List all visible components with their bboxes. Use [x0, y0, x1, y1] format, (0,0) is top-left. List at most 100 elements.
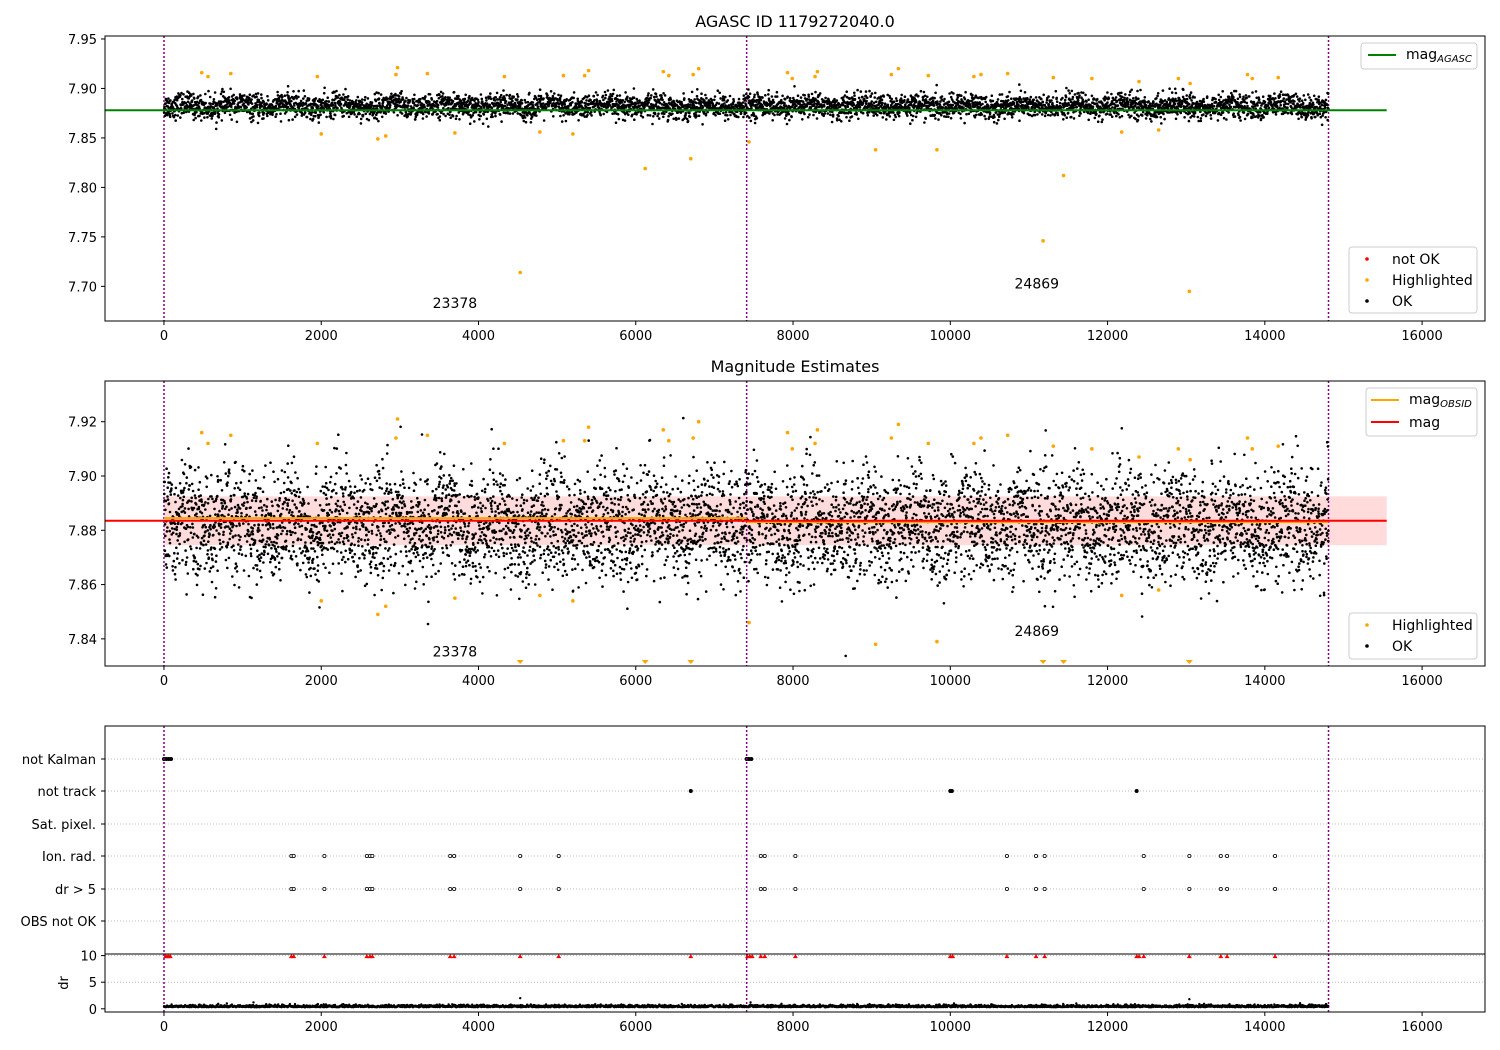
- ok-point: [169, 99, 172, 102]
- ok-point: [553, 92, 556, 95]
- ok-point: [542, 97, 545, 100]
- ok-point: [717, 102, 721, 105]
- ok-point: [903, 99, 906, 102]
- ok-point: [254, 102, 257, 105]
- ok-point: [1152, 100, 1155, 104]
- ok-point: [1038, 110, 1041, 114]
- ok-point: [457, 94, 460, 98]
- ok-point: [643, 105, 646, 109]
- ok-point: [516, 112, 519, 115]
- ok-point: [900, 105, 904, 109]
- ok-point: [524, 101, 527, 104]
- ok-point: [286, 105, 290, 109]
- ok-point: [499, 93, 503, 97]
- ok-point: [1126, 97, 1129, 100]
- ok-point: [988, 111, 992, 115]
- ok-point: [662, 115, 665, 119]
- ok-point: [1144, 117, 1148, 120]
- ok-point: [900, 93, 903, 97]
- ok-point: [1106, 101, 1109, 104]
- ok-point: [587, 94, 591, 97]
- ok-point: [227, 99, 231, 102]
- ok-point: [279, 112, 282, 115]
- ok-point: [967, 112, 971, 116]
- ok-point: [211, 102, 215, 106]
- ok-point: [346, 98, 350, 101]
- ok-point: [215, 121, 218, 124]
- ok-point: [186, 100, 190, 104]
- ok-point: [342, 93, 345, 96]
- ok-point: [279, 120, 283, 123]
- ok-point: [254, 92, 258, 96]
- ok-point: [996, 98, 1000, 101]
- ok-point: [182, 111, 185, 115]
- ok-point: [845, 90, 848, 93]
- ok-point: [770, 95, 774, 98]
- ok-point: [524, 120, 528, 124]
- ok-point: [808, 113, 811, 116]
- ok-point: [624, 91, 627, 94]
- ok-point: [370, 104, 374, 107]
- ok-point: [520, 102, 524, 105]
- ok-point: [180, 107, 183, 110]
- ok-point: [1120, 91, 1123, 95]
- ok-point: [516, 93, 519, 96]
- ok-point: [380, 115, 384, 119]
- ok-point: [1188, 112, 1191, 115]
- ok-point: [295, 113, 299, 116]
- ok-point: [1127, 113, 1130, 117]
- ok-point: [389, 104, 392, 107]
- ok-point: [649, 96, 652, 100]
- ok-point: [385, 104, 389, 107]
- ok-point: [343, 98, 346, 102]
- ok-point: [864, 90, 868, 93]
- ok-point: [764, 94, 767, 97]
- ok-point: [247, 103, 250, 106]
- ok-point: [250, 102, 254, 105]
- ok-point: [430, 98, 434, 101]
- ok-point: [1225, 118, 1228, 121]
- ok-point: [1156, 94, 1159, 98]
- ok-point: [1216, 119, 1220, 122]
- ok-point: [1087, 118, 1090, 122]
- ok-point: [1256, 104, 1259, 107]
- ok-point: [753, 121, 757, 125]
- ok-point: [713, 95, 717, 98]
- ok-point: [688, 115, 692, 119]
- ok-point: [894, 115, 897, 119]
- ok-point: [744, 111, 748, 115]
- ok-point: [1262, 115, 1265, 119]
- ok-point: [1078, 94, 1081, 97]
- ok-point: [179, 94, 182, 97]
- ok-point: [773, 113, 776, 117]
- ok-point: [872, 114, 875, 117]
- ok-point: [933, 113, 937, 117]
- ok-point: [213, 112, 217, 116]
- ok-point: [1065, 86, 1068, 90]
- ok-point: [319, 113, 322, 116]
- ok-point: [845, 115, 848, 119]
- ok-point: [245, 110, 249, 114]
- ok-point: [775, 95, 779, 98]
- ok-point: [856, 88, 859, 92]
- ok-point: [906, 114, 909, 117]
- ok-point: [788, 118, 791, 122]
- ok-point: [243, 94, 246, 97]
- ok-point: [463, 101, 466, 104]
- ok-point: [934, 117, 937, 120]
- ok-point: [227, 96, 231, 99]
- ok-point: [217, 116, 221, 119]
- ok-point: [1217, 93, 1220, 97]
- ok-point: [1192, 115, 1196, 118]
- ok-point: [983, 114, 986, 118]
- ok-point: [666, 118, 670, 122]
- ok-point: [255, 103, 259, 107]
- ok-point: [1168, 87, 1171, 90]
- ok-point: [451, 99, 455, 103]
- ok-point: [466, 106, 470, 109]
- ok-point: [641, 115, 645, 119]
- ok-point: [176, 114, 180, 117]
- ok-point: [722, 98, 726, 102]
- ok-point: [321, 105, 324, 108]
- ok-point: [1070, 89, 1074, 93]
